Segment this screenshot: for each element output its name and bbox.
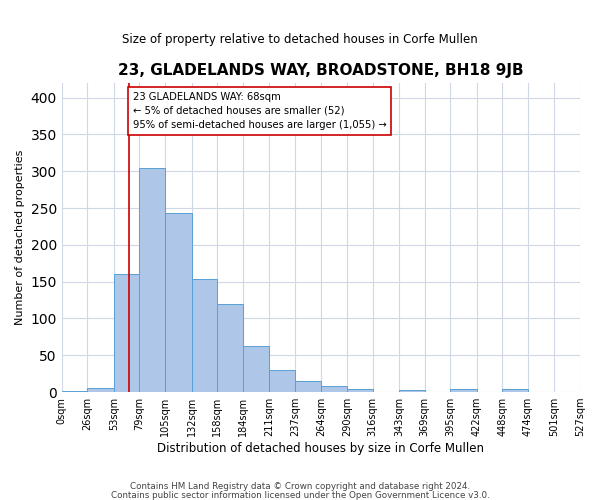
Bar — [295, 381, 322, 392]
Bar — [243, 346, 269, 392]
Title: 23, GLADELANDS WAY, BROADSTONE, BH18 9JB: 23, GLADELANDS WAY, BROADSTONE, BH18 9JB — [118, 62, 524, 78]
Bar — [217, 304, 243, 392]
Bar — [322, 386, 347, 392]
Bar — [191, 280, 217, 392]
Bar — [139, 168, 165, 392]
Bar — [165, 213, 191, 392]
Text: 23 GLADELANDS WAY: 68sqm
← 5% of detached houses are smaller (52)
95% of semi-de: 23 GLADELANDS WAY: 68sqm ← 5% of detache… — [133, 92, 386, 130]
Bar — [399, 390, 425, 392]
Bar — [347, 389, 373, 392]
Bar — [269, 370, 295, 392]
Bar — [62, 390, 88, 392]
X-axis label: Distribution of detached houses by size in Corfe Mullen: Distribution of detached houses by size … — [157, 442, 484, 455]
Bar — [114, 274, 139, 392]
Text: Contains public sector information licensed under the Open Government Licence v3: Contains public sector information licen… — [110, 490, 490, 500]
Bar — [502, 389, 528, 392]
Bar — [450, 389, 477, 392]
Text: Size of property relative to detached houses in Corfe Mullen: Size of property relative to detached ho… — [122, 32, 478, 46]
Y-axis label: Number of detached properties: Number of detached properties — [15, 150, 25, 325]
Bar — [88, 388, 114, 392]
Text: Contains HM Land Registry data © Crown copyright and database right 2024.: Contains HM Land Registry data © Crown c… — [130, 482, 470, 491]
